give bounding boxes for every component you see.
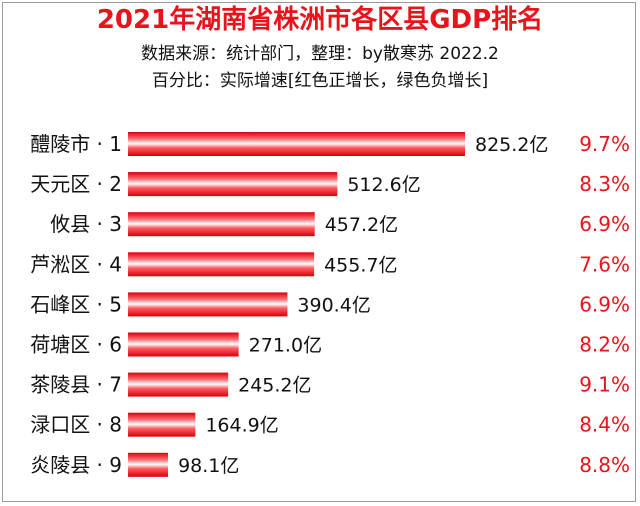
bar <box>128 212 315 237</box>
value-label: 390.4亿 <box>297 294 370 316</box>
growth-label: 6.9% <box>579 292 630 316</box>
category-label: 茶陵县 · 7 <box>30 373 122 397</box>
bar <box>128 332 239 357</box>
category-label: 荷塘区 · 6 <box>30 333 122 357</box>
growth-label: 9.7% <box>579 132 630 156</box>
value-label: 245.2亿 <box>238 375 311 397</box>
growth-label: 9.1% <box>579 373 630 397</box>
chart-subtitle-note: 百分比：实际增速[红色正增长，绿色负增长] <box>151 71 489 91</box>
category-label: 渌口区 · 8 <box>30 413 122 437</box>
bar <box>128 412 196 437</box>
category-label: 攸县 · 3 <box>50 212 122 236</box>
category-label: 天元区 · 2 <box>30 172 122 196</box>
bar <box>128 172 338 197</box>
bar <box>128 292 288 317</box>
category-label: 芦淞区 · 4 <box>30 252 122 276</box>
chart-subtitle-source: 数据来源：统计部门，整理：by散寒苏 2022.2 <box>141 44 499 64</box>
value-label: 98.1亿 <box>178 455 239 477</box>
value-label: 164.9亿 <box>205 415 278 437</box>
bar <box>128 252 315 277</box>
category-label: 炎陵县 · 9 <box>30 453 122 477</box>
bar <box>128 372 229 397</box>
bar <box>128 132 465 156</box>
bar <box>128 452 169 477</box>
growth-label: 7.6% <box>579 252 630 276</box>
growth-label: 8.3% <box>579 172 630 196</box>
bar-series: 醴陵市 · 1 825.2亿 9.7% 天元区 · 2 512.6亿 8.3% 攸县 · 3… <box>30 132 630 477</box>
value-label: 825.2亿 <box>475 134 548 156</box>
category-label: 石峰区 · 5 <box>30 292 122 316</box>
growth-label: 8.8% <box>579 453 630 477</box>
category-label: 醴陵市 · 1 <box>30 132 122 156</box>
chart-frame <box>2 2 636 502</box>
value-label: 512.6亿 <box>347 174 420 196</box>
chart-title: 2021年湖南省株洲市各区县GDP排名 <box>96 5 544 35</box>
growth-label: 8.2% <box>579 333 630 357</box>
value-label: 455.7亿 <box>324 254 397 276</box>
growth-label: 6.9% <box>579 212 630 236</box>
value-label: 457.2亿 <box>325 214 398 236</box>
growth-label: 8.4% <box>579 413 630 437</box>
value-label: 271.0亿 <box>249 335 322 357</box>
